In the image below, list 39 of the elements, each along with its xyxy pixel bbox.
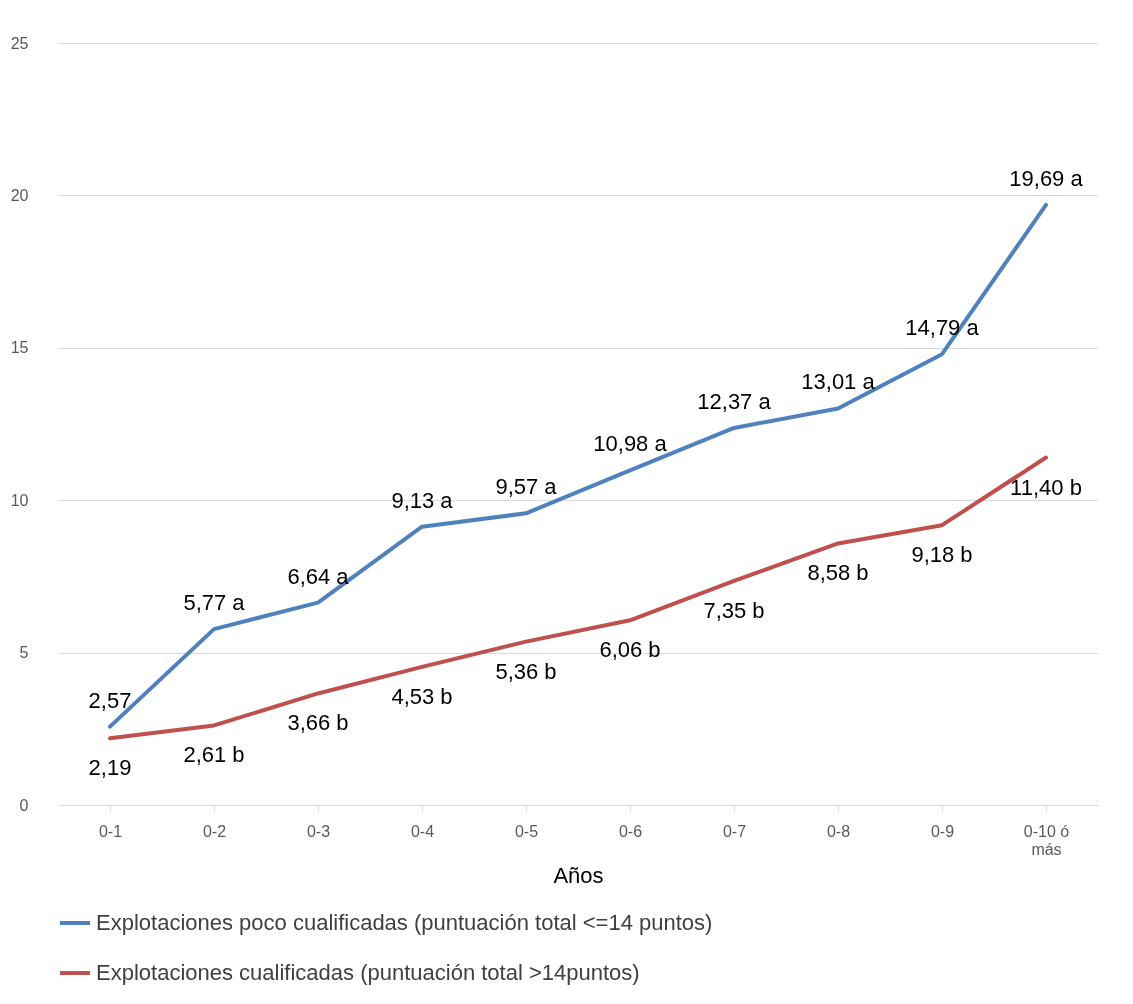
data-label: 2,57 [88, 687, 132, 713]
x-tick-label: 0-7 [722, 822, 747, 840]
data-label: 19,69 a [1009, 165, 1084, 191]
data-label: 4,53 b [391, 683, 453, 709]
y-tick-label: 10 [10, 491, 29, 509]
data-label: 5,77 a [183, 590, 246, 616]
x-tick-label: 0-6 [618, 822, 643, 840]
y-tick-label: 20 [10, 186, 29, 204]
data-label: 6,06 b [599, 637, 661, 663]
x-tick-label: 0-8 [826, 822, 851, 840]
data-label: 10,98 a [593, 431, 668, 457]
data-label: 8,58 b [807, 560, 869, 586]
x-tick-label: 0-9 [930, 822, 955, 840]
x-tick-label: 0-1 [98, 822, 123, 840]
data-label: 13,01 a [801, 369, 876, 395]
legend-label: Explotaciones poco cualificadas (puntuación total <=14 puntos) [96, 910, 713, 935]
x-tick-label: 0-4 [410, 822, 435, 840]
data-label: 9,13 a [391, 487, 454, 513]
data-label: 9,18 b [911, 542, 973, 568]
data-label: 2,61 b [183, 742, 245, 768]
x-axis-title: Años [553, 862, 604, 888]
x-tick-label: 0-2 [202, 822, 227, 840]
x-tick-label: 0-5 [514, 822, 539, 840]
data-label: 6,64 a [287, 563, 350, 589]
data-label: 7,35 b [703, 597, 765, 623]
y-tick-label: 5 [19, 644, 29, 662]
x-tick-label: 0-10 ó más [1023, 822, 1070, 858]
data-label: 9,57 a [495, 474, 558, 500]
y-tick-label: 15 [10, 339, 29, 357]
data-label: 11,40 b [1010, 474, 1082, 500]
data-label: 14,79 a [905, 315, 980, 341]
x-tick-label: 0-3 [306, 822, 331, 840]
data-label: 5,36 b [495, 658, 557, 684]
data-label: 3,66 b [287, 710, 349, 736]
legend-label: Explotaciones cualificadas (puntuación total >14puntos) [96, 960, 640, 985]
data-label: 12,37 a [697, 388, 772, 414]
y-tick-label: 0 [19, 796, 29, 814]
y-tick-label: 25 [10, 34, 29, 52]
data-label: 2,19 [88, 755, 132, 781]
